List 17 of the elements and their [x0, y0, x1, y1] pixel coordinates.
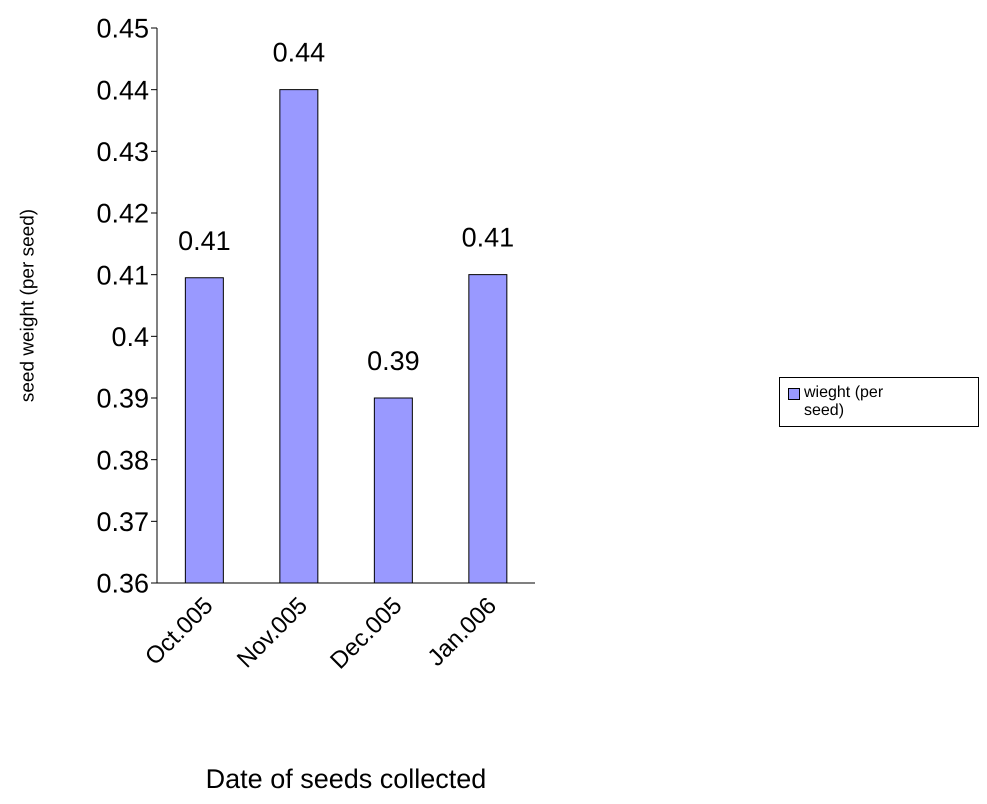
legend-label: wieght (per seed)	[804, 384, 884, 420]
y-tick-label: 0.36	[96, 568, 149, 599]
y-tick-label: 0.38	[96, 445, 149, 476]
y-tick-label: 0.45	[96, 14, 149, 44]
y-tick-label: 0.41	[96, 260, 149, 290]
y-tick-label: 0.37	[96, 506, 149, 537]
data-label: 0.44	[272, 38, 326, 68]
x-axis-title: Date of seeds collected	[206, 764, 486, 794]
y-tick-label: 0.4	[111, 322, 149, 352]
data-label: 0.41	[178, 226, 231, 256]
y-tick-label: 0.43	[96, 136, 149, 167]
y-axis-title: seed weight (per seed)	[18, 208, 38, 402]
y-tick-label: 0.44	[96, 75, 149, 106]
data-label: 0.39	[367, 346, 420, 376]
y-tick-label: 0.39	[96, 384, 149, 414]
data-label: 0.41	[462, 222, 514, 253]
y-tick-label: 0.42	[96, 198, 149, 229]
